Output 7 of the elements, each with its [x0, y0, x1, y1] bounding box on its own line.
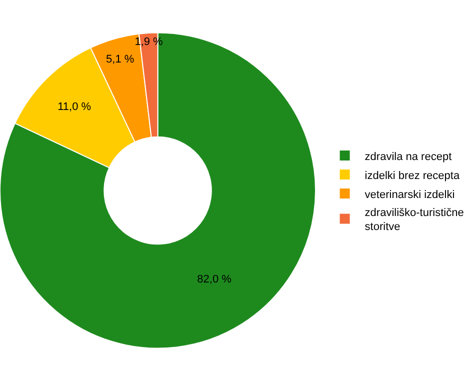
data-label: 11,0 % — [58, 101, 92, 114]
legend-label: zdravila na recept — [364, 150, 452, 163]
data-label: 5,1 % — [106, 54, 134, 66]
data-label: 82,0 % — [197, 274, 232, 286]
legend-label: veterinarski izdelki — [364, 188, 455, 201]
legend-label: izdelki brez recepta — [364, 170, 460, 182]
legend-label: zdraviliško-turistične storitve — [364, 206, 464, 234]
